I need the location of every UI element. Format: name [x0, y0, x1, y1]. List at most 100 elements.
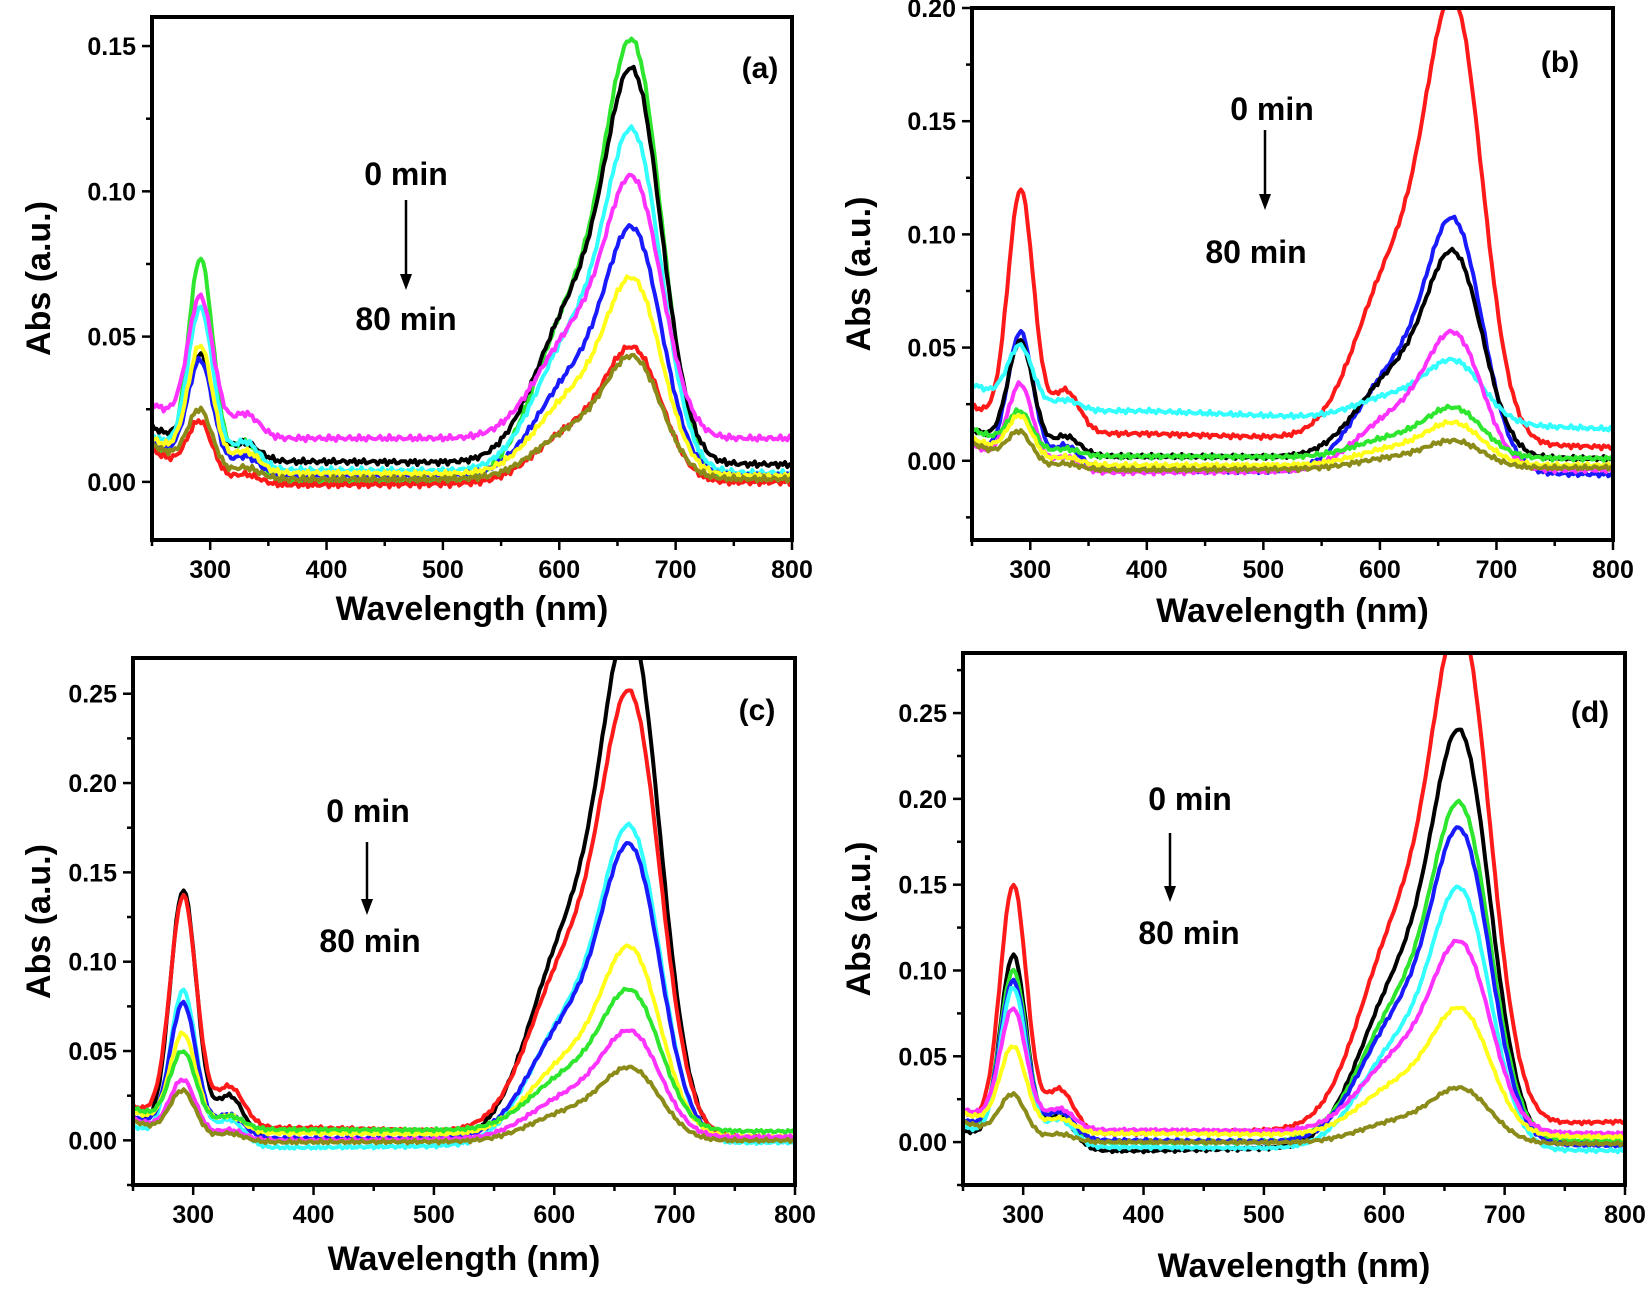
series-line-black: [152, 64, 792, 470]
panel-label: (b): [1541, 46, 1579, 79]
series-line-olive: [133, 1064, 795, 1146]
x-tick-label: 800: [774, 1201, 816, 1229]
panel-b: 300 400 500 600 700 800 0.00 0.05 0.10 0.15 0.20 Wa…: [840, 0, 1634, 630]
annotation-end-time: 80 min: [1138, 915, 1239, 951]
plot-frame: [150, 15, 794, 542]
series-line-olive: [972, 428, 1613, 474]
series-line-black: [972, 246, 1613, 463]
y-axis-title: Abs (a.u.): [840, 842, 878, 997]
y-tick-label: 0.10: [907, 221, 956, 249]
plot-frame: [131, 656, 797, 1187]
y-tick-label: 0.05: [898, 1043, 947, 1071]
y-tick-label: 0.10: [87, 178, 136, 206]
x-tick-label: 300: [189, 556, 231, 584]
y-tick-label: 0.00: [87, 469, 136, 497]
series-line-cyan: [963, 884, 1625, 1155]
series-line-red: [963, 653, 1625, 1138]
x-tick-label: 500: [413, 1201, 455, 1229]
panel-a: 300 400 500 600 700 800 0.00 0.05 0.10 0.15 Wavele…: [20, 15, 813, 628]
y-tick-label: 0.15: [68, 859, 117, 887]
plot-frame: [970, 6, 1615, 542]
series-group: [133, 658, 795, 1151]
x-tick-label: 400: [293, 1201, 335, 1229]
x-axis-title: Wavelength (nm): [1156, 592, 1429, 630]
annotation-end-time: 80 min: [355, 301, 456, 337]
x-tick-label: 500: [422, 556, 464, 584]
y-tick-label: 0.00: [898, 1129, 947, 1157]
series-line-olive: [963, 1085, 1625, 1148]
x-tick-label: 600: [538, 556, 580, 584]
x-tick-label: 500: [1243, 556, 1285, 584]
annotation-end-time: 80 min: [1205, 234, 1306, 270]
plot-frame: [961, 651, 1627, 1187]
series-group: [963, 653, 1625, 1155]
x-tick-label: 800: [1604, 1201, 1646, 1229]
y-tick-label: 0.05: [907, 335, 956, 363]
y-tick-label: 0.25: [898, 700, 947, 728]
down-arrow-icon: [361, 899, 373, 915]
x-tick-label: 500: [1243, 1201, 1285, 1229]
y-tick-label: 0.20: [68, 770, 117, 798]
x-tick-label: 600: [1359, 556, 1401, 584]
y-tick-label: 0.05: [87, 324, 136, 352]
annotation-end-time: 80 min: [319, 923, 420, 959]
y-tick-label: 0.15: [898, 872, 947, 900]
x-axis-title: Wavelength (nm): [336, 590, 609, 628]
x-tick-label: 300: [1009, 556, 1051, 584]
down-arrow-icon: [1164, 886, 1176, 902]
x-axis-title: Wavelength (nm): [328, 1240, 601, 1278]
x-tick-label: 700: [654, 1201, 696, 1229]
series-line-green: [133, 986, 795, 1136]
x-tick-label: 800: [1592, 556, 1634, 584]
x-tick-label: 400: [1123, 1201, 1165, 1229]
x-tick-label: 800: [771, 556, 813, 584]
series-line-red: [972, 8, 1613, 452]
x-axis-title: Wavelength (nm): [1158, 1247, 1431, 1285]
x-tick-label: 300: [172, 1201, 214, 1229]
y-axis-title: Abs (a.u.): [20, 201, 58, 356]
y-tick-label: 0.00: [907, 448, 956, 476]
down-arrow-icon: [400, 274, 412, 290]
annotation-start-time: 0 min: [1148, 781, 1232, 817]
y-tick-label: 0.10: [68, 949, 117, 977]
y-axis-title: Abs (a.u.): [840, 197, 878, 352]
y-tick-label: 0.00: [68, 1127, 117, 1155]
y-tick-label: 0.15: [87, 33, 136, 61]
series-line-yellow: [963, 1005, 1625, 1141]
panel-d: 300 400 500 600 700 800 0.00 0.05 0.10 0.15 0.20 0.…: [840, 651, 1646, 1285]
x-tick-label: 700: [1476, 556, 1518, 584]
series-group: [972, 8, 1613, 479]
annotation-start-time: 0 min: [326, 793, 410, 829]
series-line-yellow: [972, 413, 1613, 470]
series-line-magenta: [133, 1028, 795, 1144]
y-tick-label: 0.15: [907, 108, 956, 136]
x-tick-label: 400: [306, 556, 348, 584]
y-axis-title: Abs (a.u.): [20, 844, 58, 999]
panel-label: (d): [1571, 696, 1609, 729]
x-tick-label: 600: [1363, 1201, 1405, 1229]
y-tick-label: 0.05: [68, 1038, 117, 1066]
x-tick-label: 400: [1126, 556, 1168, 584]
panel-c: 300 400 500 600 700 800 0.00 0.05 0.10 0.15 0.20 0.…: [20, 656, 816, 1278]
x-tick-label: 700: [655, 556, 697, 584]
y-tick-label: 0.10: [898, 957, 947, 985]
x-tick-label: 700: [1484, 1201, 1526, 1229]
series-line-cyan: [972, 342, 1613, 433]
series-line-green: [972, 403, 1613, 463]
y-tick-label: 0.20: [898, 786, 947, 814]
series-line-blue: [963, 825, 1625, 1149]
down-arrow-icon: [1259, 194, 1271, 210]
series-line-olive: [152, 352, 792, 484]
series-group: [152, 36, 792, 490]
panel-label: (a): [742, 52, 779, 85]
series-line-magenta: [152, 172, 792, 444]
series-line-black: [133, 658, 795, 1145]
annotation-start-time: 0 min: [364, 156, 448, 192]
annotation-start-time: 0 min: [1230, 91, 1314, 127]
series-line-red: [133, 688, 795, 1143]
series-line-cyan: [152, 124, 792, 478]
x-tick-label: 600: [533, 1201, 575, 1229]
y-tick-label: 0.25: [68, 681, 117, 709]
series-line-magenta: [963, 938, 1625, 1138]
panel-label: (c): [739, 694, 776, 727]
